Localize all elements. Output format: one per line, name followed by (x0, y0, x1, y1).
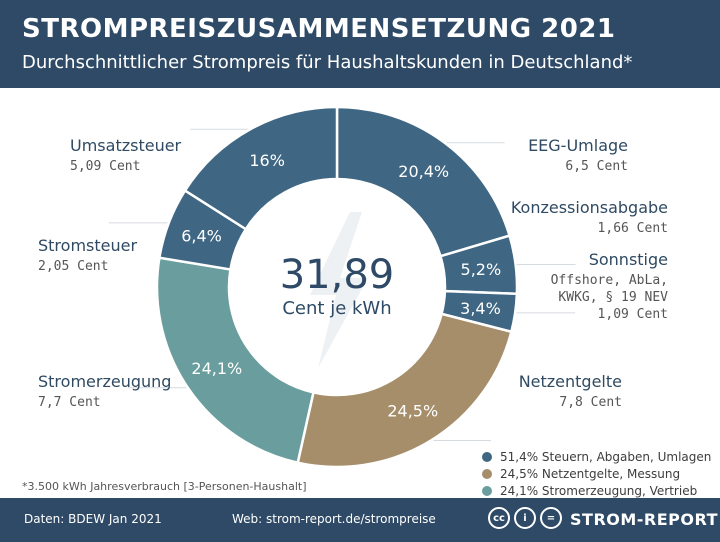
label-umsatzsteuer-name: Umsatzsteuer (70, 136, 182, 155)
label-umsatzsteuer-value: 5,09 Cent (70, 159, 141, 174)
footer-source: Daten: BDEW Jan 2021 (24, 512, 162, 526)
slice-label-umsatzsteuer: 16% (249, 151, 285, 170)
label-sonnstige-name: Sonnstige (588, 250, 668, 269)
chart-slices (155, 105, 519, 469)
label-umsatzsteuer: Umsatzsteuer 5,09 Cent (70, 136, 181, 174)
footer-web-link[interactable]: Web: strom-report.de/strompreise (232, 512, 436, 526)
lightning-bolt-icon (310, 212, 368, 368)
cc-icon: cc (488, 507, 510, 529)
label-netzentgelte-value: 7,8 Cent (559, 395, 622, 410)
header-bar: STROMPREISZUSAMMENSETZUNG 2021 Durchschn… (0, 0, 720, 88)
slice-label-netzentgelte: 24,5% (387, 402, 438, 421)
label-konzession-value: 1,66 Cent (597, 221, 668, 236)
legend-text-stromerzeugung: 24,1% Stromerzeugung, Vertrieb (500, 483, 698, 498)
license-icons: cc i = (488, 507, 562, 529)
center-unit: Cent je kWh (282, 298, 391, 319)
label-konzession-name: Konzessionsabgabe (510, 198, 668, 217)
legend-text-netzentgelte: 24,5% Netzentgelte, Messung (500, 466, 681, 481)
page-title: STROMPREISZUSAMMENSETZUNG 2021 (22, 14, 616, 44)
label-eeg-value: 6,5 Cent (565, 159, 628, 174)
footnote: *3.500 kWh Jahresverbrauch [3-Personen-H… (22, 480, 307, 493)
slice-label-eeg-umlage: 20,4% (398, 162, 449, 181)
label-stromerzeugung: Stromerzeugung 7,7 Cent (38, 372, 171, 410)
legend-swatch-netzentgelte (482, 468, 492, 479)
brand-logo: STROM-REPORT (570, 510, 719, 529)
legend-swatch-stromerzeugung (482, 485, 492, 496)
label-stromsteuer-name: Stromsteuer (38, 236, 138, 255)
no-derivatives-icon: = (540, 507, 562, 529)
footer-bar: Daten: BDEW Jan 2021 Web: strom-report.d… (0, 498, 720, 542)
label-stromerzeugung-value: 7,7 Cent (38, 395, 101, 410)
legend-swatch-steuern (482, 451, 492, 462)
label-sonnstige-line2: KWKG, § 19 NEV (558, 290, 668, 305)
label-eeg-name: EEG-Umlage (528, 136, 628, 155)
label-stromerzeugung-name: Stromerzeugung (38, 372, 172, 391)
legend-item-steuern: 51,4% Steuern, Abgaben, Umlagen (482, 448, 711, 465)
label-stromsteuer-value: 2,05 Cent (38, 259, 109, 274)
slice-label-stromerzeugung: 24,1% (191, 359, 242, 378)
legend-text-steuern: 51,4% Steuern, Abgaben, Umlagen (500, 449, 712, 464)
legend-item-stromerzeugung: 24,1% Stromerzeugung, Vertrieb (482, 482, 711, 499)
label-netzentgelte: Netzentgelte 7,8 Cent (519, 372, 622, 410)
slice-label-sonnstige: 3,4% (460, 299, 501, 318)
label-sonnstige: Sonnstige Offshore, AbLa, KWKG, § 19 NEV… (551, 250, 668, 322)
page-subtitle: Durchschnittlicher Strompreis für Hausha… (22, 52, 633, 73)
chart-slice-labels: 20,4% 5,2% 3,4% 24,5% 24,1% 6,4% 16% (181, 151, 501, 421)
leader-lines (108, 128, 576, 441)
label-sonnstige-line3: 1,09 Cent (597, 307, 668, 322)
legend: 51,4% Steuern, Abgaben, Umlagen 24,5% Ne… (482, 448, 711, 499)
legend-item-netzentgelte: 24,5% Netzentgelte, Messung (482, 465, 711, 482)
slice-label-konzessionsabgabe: 5,2% (461, 260, 502, 279)
label-eeg-umlage: EEG-Umlage 6,5 Cent (528, 136, 628, 174)
label-konzessionsabgabe: Konzessionsabgabe 1,66 Cent (511, 198, 668, 236)
label-stromsteuer: Stromsteuer 2,05 Cent (38, 236, 137, 274)
label-netzentgelte-name: Netzentgelte (518, 372, 622, 391)
slice-label-stromsteuer: 6,4% (181, 226, 222, 245)
label-sonnstige-line1: Offshore, AbLa, (550, 273, 668, 288)
attribution-icon: i (514, 507, 536, 529)
center-value: 31,89 (280, 252, 395, 298)
